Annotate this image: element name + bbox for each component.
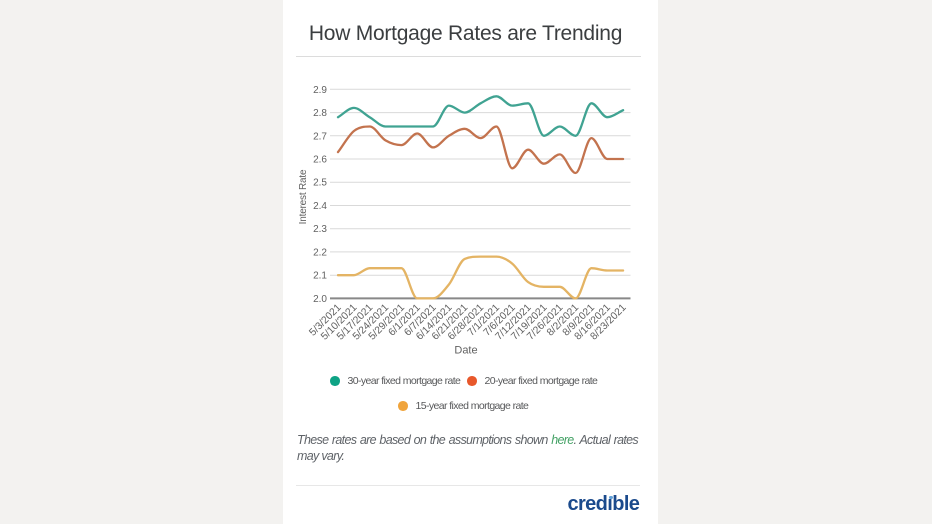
svg-text:2.3: 2.3 [313, 224, 327, 235]
svg-text:2.9: 2.9 [313, 85, 327, 96]
svg-text:2.0: 2.0 [313, 294, 327, 305]
svg-text:2.1: 2.1 [313, 271, 327, 282]
svg-text:2.2: 2.2 [313, 247, 327, 258]
svg-text:2.8: 2.8 [313, 108, 327, 119]
svg-text:2.6: 2.6 [313, 155, 327, 166]
svg-text:Date: Date [454, 345, 477, 357]
svg-text:2.4: 2.4 [313, 201, 327, 212]
svg-text:2.7: 2.7 [313, 131, 327, 142]
svg-text:2.5: 2.5 [313, 178, 327, 189]
svg-text:Interest Rate: Interest Rate [298, 169, 309, 224]
